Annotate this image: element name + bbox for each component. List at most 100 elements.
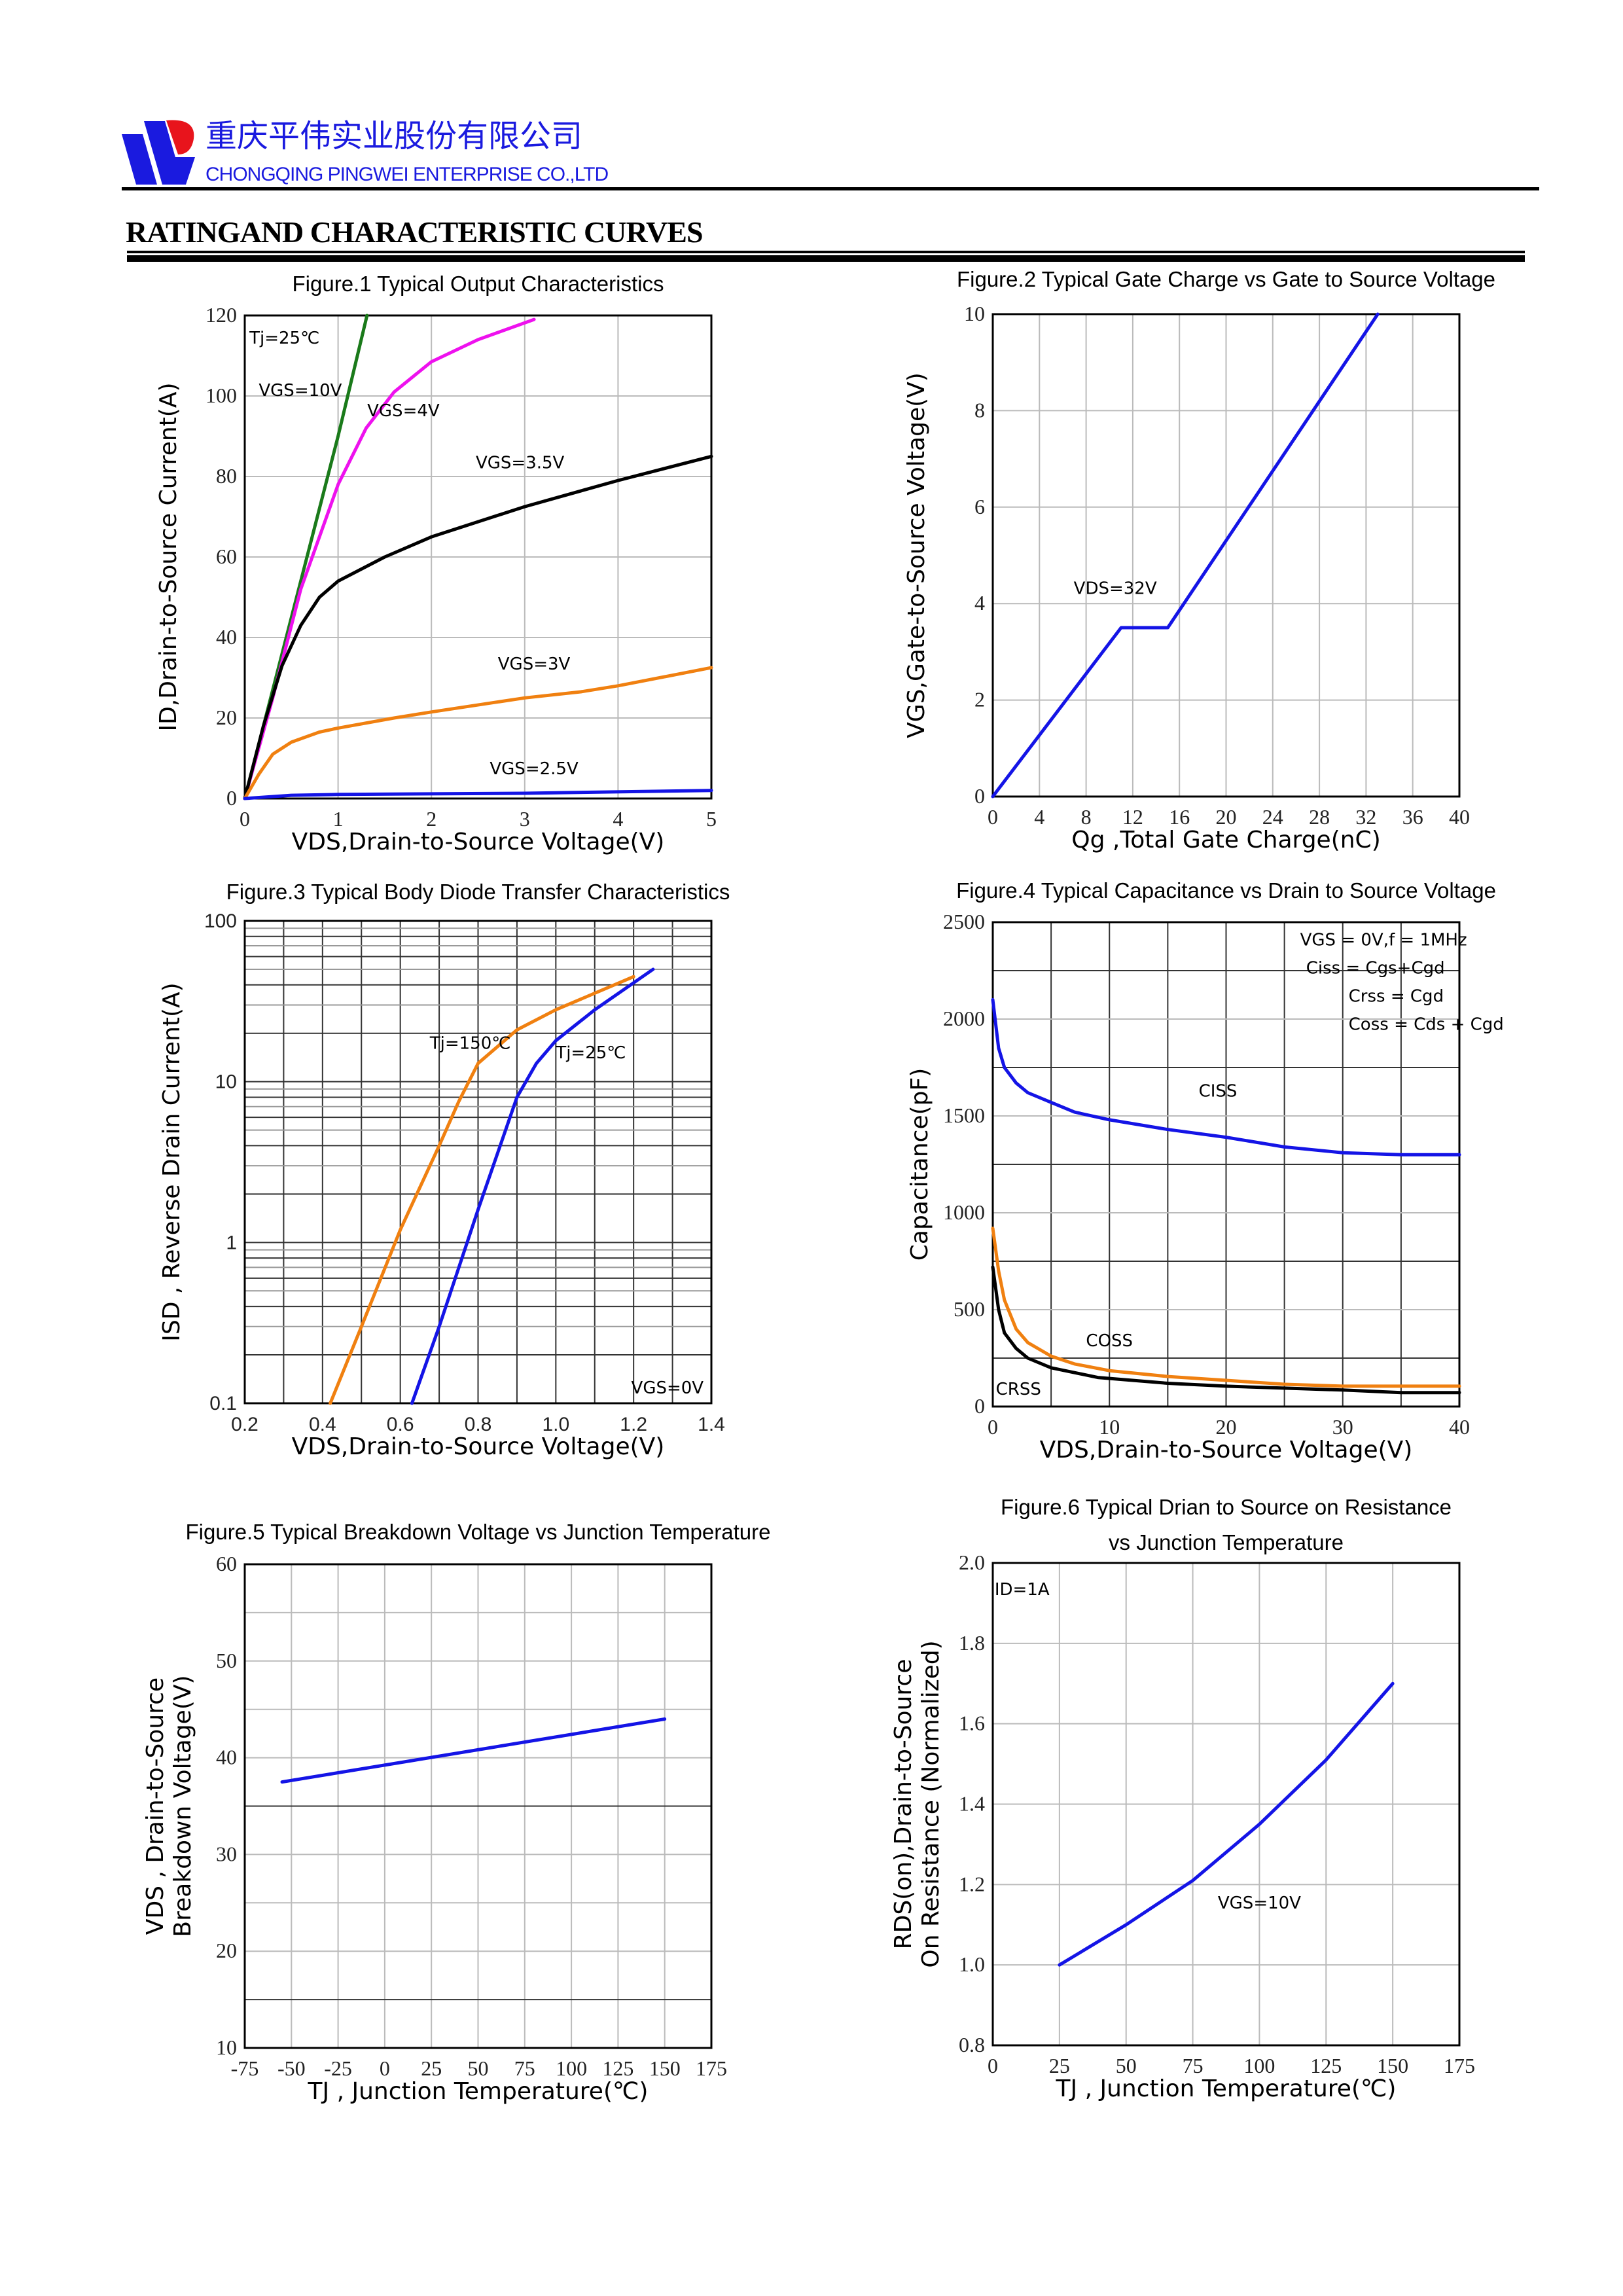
y-tick-label: 0.1 [209, 1393, 237, 1414]
chart-annotation: Tj=25℃ [555, 1043, 626, 1063]
x-tick-label: 20 [1216, 1415, 1237, 1439]
x-tick-label: 8 [1081, 805, 1092, 829]
x-tick-label: 12 [1122, 805, 1143, 829]
y-tick-label: 50 [216, 1649, 237, 1672]
logo-stripe-3 [168, 157, 195, 185]
chart-annotation: ID=1A [995, 1580, 1050, 1600]
chart-annotation: CRSS [996, 1380, 1041, 1399]
x-tick-label: 32 [1355, 805, 1376, 829]
y-tick-label: 1500 [943, 1103, 985, 1127]
y-tick-label: 2000 [943, 1007, 985, 1030]
y-tick-label: 1000 [943, 1200, 985, 1224]
y-tick-label: 1 [226, 1232, 237, 1253]
x-tick-label: 0.4 [309, 1414, 336, 1435]
gridlines [245, 1564, 711, 2048]
y-tick-label: 4 [974, 591, 985, 615]
y-tick-label: 1.6 [959, 1712, 985, 1735]
figure-4: Figure.4 Typical Capacitance vs Drain to… [906, 878, 1504, 1463]
plot-frame [243, 920, 713, 1405]
x-tick-label: 3 [520, 807, 530, 831]
chart-annotation: Tj=150℃ [429, 1034, 511, 1054]
y-tick-label: 120 [205, 303, 237, 327]
x-tick-label: 10 [1099, 1415, 1120, 1439]
y-tick-label: 60 [216, 1552, 237, 1575]
x-tick-label: 0 [988, 2054, 998, 2077]
y-axis-label: On Resistance (Normalized) [918, 1640, 944, 1967]
y-tick-label: 40 [216, 625, 237, 649]
series-line-coss [991, 1227, 1461, 1388]
y-tick-label: 0.8 [959, 2033, 985, 2056]
chart-annotation: COSS [1086, 1331, 1133, 1351]
chart-title: Figure.3 Typical Body Diode Transfer Cha… [226, 880, 730, 904]
header-rule [122, 187, 1539, 190]
y-axis-label: Capacitance(pF) [906, 1068, 933, 1261]
x-tick-label: 0 [988, 805, 998, 829]
x-axis-label: VDS,Drain-to-Source Voltage(V) [292, 1433, 665, 1460]
x-tick-label: 0.8 [465, 1414, 492, 1435]
y-tick-label: 2500 [943, 910, 985, 933]
x-tick-label: 0.2 [231, 1414, 259, 1435]
chart-title: Figure.2 Typical Gate Charge vs Gate to … [957, 267, 1495, 291]
gridlines [993, 314, 1459, 797]
plot-frame [991, 921, 1461, 1408]
series-line-tj-150- [329, 975, 635, 1405]
x-tick-label: 50 [468, 2056, 489, 2080]
section-rule-thick [127, 255, 1525, 262]
x-tick-label: 50 [1116, 2054, 1137, 2077]
series-line-vgs-3v [243, 666, 713, 800]
y-tick-label: 0 [974, 784, 985, 808]
x-tick-label: 4 [1034, 805, 1044, 829]
series-line-vgs-10v [1058, 1681, 1395, 1967]
chart-annotation: VGS = 0V,f = 1MHz [1300, 931, 1467, 950]
gridlines [245, 921, 711, 1403]
chart-annotation: Crss = Cgd [1349, 986, 1444, 1006]
y-tick-label: 500 [954, 1297, 985, 1321]
x-tick-label: 175 [696, 2056, 727, 2080]
figure-6: Figure.6 Typical Drian to Source on Resi… [890, 1495, 1475, 2102]
y-tick-label: 2.0 [959, 1551, 985, 1574]
x-tick-label: 150 [1377, 2054, 1408, 2077]
series-line-vgs-2-5v [243, 789, 713, 800]
y-tick-label: 6 [974, 495, 985, 518]
y-tick-label: 2 [974, 688, 985, 711]
y-tick-label: 8 [974, 398, 985, 422]
chart-annotation: VGS=4V [367, 401, 440, 421]
x-tick-label: 4 [613, 807, 623, 831]
x-tick-label: 28 [1309, 805, 1330, 829]
x-tick-label: -50 [277, 2056, 306, 2080]
figure-1: Figure.1 Typical Output Characteristics 0… [155, 272, 717, 855]
y-tick-label: 0 [974, 1394, 985, 1418]
y-axis-label: VDS , Drain-to-Source [142, 1677, 169, 1935]
x-tick-label: 1.2 [620, 1414, 647, 1435]
x-tick-label: 0 [240, 807, 250, 831]
section-title: RATINGAND CHARACTERISTIC CURVES [126, 215, 703, 249]
y-tick-label: 1.8 [959, 1631, 985, 1655]
x-axis-label: VDS,Drain-to-Source Voltage(V) [292, 829, 665, 855]
x-axis-label: Qg ,Total Gate Charge(nC) [1071, 827, 1380, 853]
x-tick-label: 1.4 [698, 1414, 725, 1435]
chart-title: Figure.4 Typical Capacitance vs Drain to… [956, 878, 1496, 903]
figure-2: Figure.2 Typical Gate Charge vs Gate to … [903, 267, 1495, 853]
chart-annotation: VGS=2.5V [490, 759, 579, 779]
chart-title: Figure.1 Typical Output Characteristics [293, 272, 664, 296]
y-tick-label: 80 [216, 464, 237, 488]
chart-title: Figure.6 Typical Drian to Source on Resi… [1001, 1495, 1452, 1519]
x-tick-label: 40 [1449, 1415, 1470, 1439]
x-tick-label: 40 [1449, 805, 1470, 829]
x-tick-label: 36 [1402, 805, 1423, 829]
series-line-vds-32v [991, 312, 1380, 798]
x-tick-label: -25 [324, 2056, 352, 2080]
plot-frame [243, 1563, 713, 2049]
x-tick-label: 125 [1310, 2054, 1342, 2077]
x-tick-label: 125 [602, 2056, 633, 2080]
y-tick-label: 1.4 [959, 1792, 985, 1816]
gridlines [993, 922, 1459, 1407]
chart-annotation: VGS=3V [498, 655, 571, 674]
company-name-en: CHONGQING PINGWEI ENTERPRISE CO.,LTD [205, 164, 609, 185]
x-axis-label: TJ , Junction Temperature(℃) [1056, 2075, 1397, 2102]
y-tick-label: 10 [216, 2036, 237, 2059]
series-line-1 [280, 1717, 667, 1784]
y-axis-label: RDS(on),Drain-to-Source [890, 1659, 917, 1950]
